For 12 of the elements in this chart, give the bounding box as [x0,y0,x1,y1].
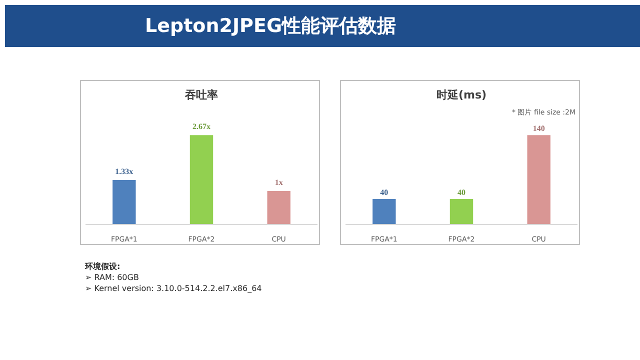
text: ➢ Kernel version: 3.10.0-514.2.2.el7.x86_64 [85,284,262,293]
data-label: 1x [274,178,283,188]
data-label: 40 [458,188,466,197]
text: 环境假设: [85,262,120,271]
data-label: 40 [380,188,388,197]
chart-title: 时延(ms) [436,88,487,102]
data-label: 1.33x [115,166,134,176]
data-label: 2.67x [192,122,210,132]
text: ➢ RAM: 60GB [85,272,139,282]
chart-title: 吞吐率 [184,88,218,102]
text: Lepton2JPEG性能评估数据 [145,14,396,39]
data-label: 140 [532,124,545,134]
